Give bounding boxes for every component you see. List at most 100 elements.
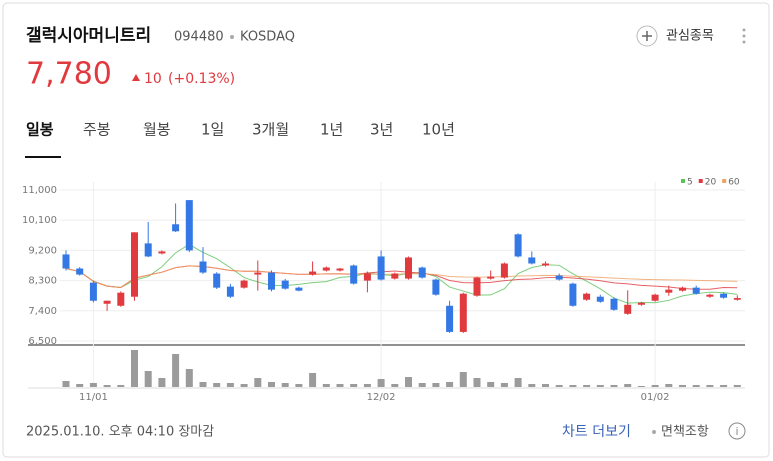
period-tab[interactable]: 1년: [320, 121, 343, 139]
y-tick-label: 9,200: [28, 245, 57, 256]
candle-body: [679, 287, 686, 291]
volume-bar: [391, 384, 399, 387]
volume-bar: [473, 378, 481, 387]
volume-bar: [528, 384, 536, 387]
candle-body: [199, 261, 207, 273]
volume-bar: [185, 369, 193, 387]
candle-body: [336, 268, 344, 271]
more-chart[interactable]: 차트 더보기: [562, 424, 631, 440]
candle-body: [172, 224, 180, 232]
y-tick-label: 10,100: [22, 215, 57, 226]
volume-bar: [281, 383, 289, 387]
candle-body: [377, 256, 385, 280]
volume-bar: [62, 381, 70, 387]
volume-bar: [226, 383, 234, 387]
volume-bar: [651, 385, 659, 387]
volume-bar: [309, 373, 317, 387]
volume-bar: [240, 384, 248, 387]
volume-bar: [295, 384, 303, 387]
candle-body: [583, 293, 591, 300]
stock-code: 094480: [174, 30, 224, 45]
candle-body: [62, 254, 70, 269]
volume-bar: [336, 384, 344, 387]
volume-bar: [733, 385, 741, 387]
legend-swatch: [722, 179, 727, 183]
candle-body: [500, 263, 508, 278]
period-tab[interactable]: 일봉: [26, 121, 54, 139]
candle-body: [596, 296, 604, 302]
watch-button[interactable]: 관심종목: [666, 29, 714, 44]
volume-bar: [350, 384, 358, 387]
candle-body: [473, 277, 481, 296]
candle-body: [733, 298, 741, 300]
volume-bar: [103, 385, 111, 387]
volume-bar: [610, 385, 618, 387]
volume-bar: [117, 385, 125, 387]
candle-body: [528, 257, 536, 264]
info-i: i: [735, 425, 738, 438]
candle-body: [158, 251, 166, 254]
volume-bar: [363, 384, 371, 387]
disclaimer[interactable]: 면책조항: [661, 425, 709, 440]
legend-label: 5: [687, 178, 693, 188]
volume-bar: [542, 384, 549, 387]
change: 10: [144, 71, 162, 87]
update-time: 2025.01.10. 오후 04:10 장마감: [26, 425, 214, 440]
volume-bar: [459, 372, 467, 387]
period-tab[interactable]: 10년: [422, 121, 455, 139]
candle-body: [569, 283, 577, 306]
candle-body: [268, 272, 275, 290]
volume-bar: [268, 382, 275, 387]
candle-body: [692, 287, 700, 294]
candle-body: [487, 276, 495, 279]
candle-body: [240, 280, 248, 288]
candle-body: [363, 273, 371, 281]
candle-body: [144, 243, 152, 257]
candle-body: [226, 286, 234, 297]
stock-name: 갤럭시아머니트리: [26, 26, 151, 46]
candle-body: [542, 263, 549, 266]
candle-body: [651, 294, 659, 301]
period-tab[interactable]: 월봉: [143, 121, 171, 139]
period-tab[interactable]: 주봉: [83, 121, 111, 139]
period-tab[interactable]: 3년: [370, 121, 393, 139]
candle-body: [720, 293, 728, 298]
candle-body: [637, 302, 645, 305]
volume-bar: [500, 383, 508, 387]
candle-body: [295, 287, 303, 291]
watch-icon[interactable]: [636, 25, 658, 47]
volume-bar: [446, 382, 454, 387]
more-menu[interactable]: [742, 28, 746, 44]
candle-body: [624, 304, 632, 314]
period-tab[interactable]: 3개월: [252, 121, 289, 139]
volume-bar: [158, 378, 166, 387]
candle-body: [309, 271, 317, 275]
volume-bar: [172, 354, 180, 387]
volume-bar: [679, 385, 686, 387]
moving-average: [65, 265, 738, 288]
volume-bar: [76, 384, 84, 387]
candle-body: [117, 292, 125, 306]
x-tick-label: 11/01: [79, 392, 108, 403]
volume-bar: [665, 384, 673, 387]
volume-bar: [487, 382, 495, 387]
candle-body: [322, 267, 330, 271]
candle-body: [131, 232, 138, 297]
volume-bar: [637, 386, 645, 387]
candle-body: [665, 289, 673, 293]
price: 7,780: [26, 57, 112, 92]
volume-bar: [720, 385, 728, 387]
candle-body: [89, 282, 97, 301]
legend-label: 60: [728, 178, 740, 188]
change-pct: (+0.13%): [168, 71, 235, 87]
candle-body: [254, 272, 262, 275]
info-icon[interactable]: [728, 422, 746, 440]
volume-bar: [322, 384, 330, 387]
period-tab[interactable]: 1일: [201, 121, 224, 139]
volume-bar: [706, 385, 714, 387]
y-tick-label: 7,400: [28, 306, 57, 317]
candle-body: [514, 234, 522, 257]
volume-bar: [514, 378, 522, 387]
